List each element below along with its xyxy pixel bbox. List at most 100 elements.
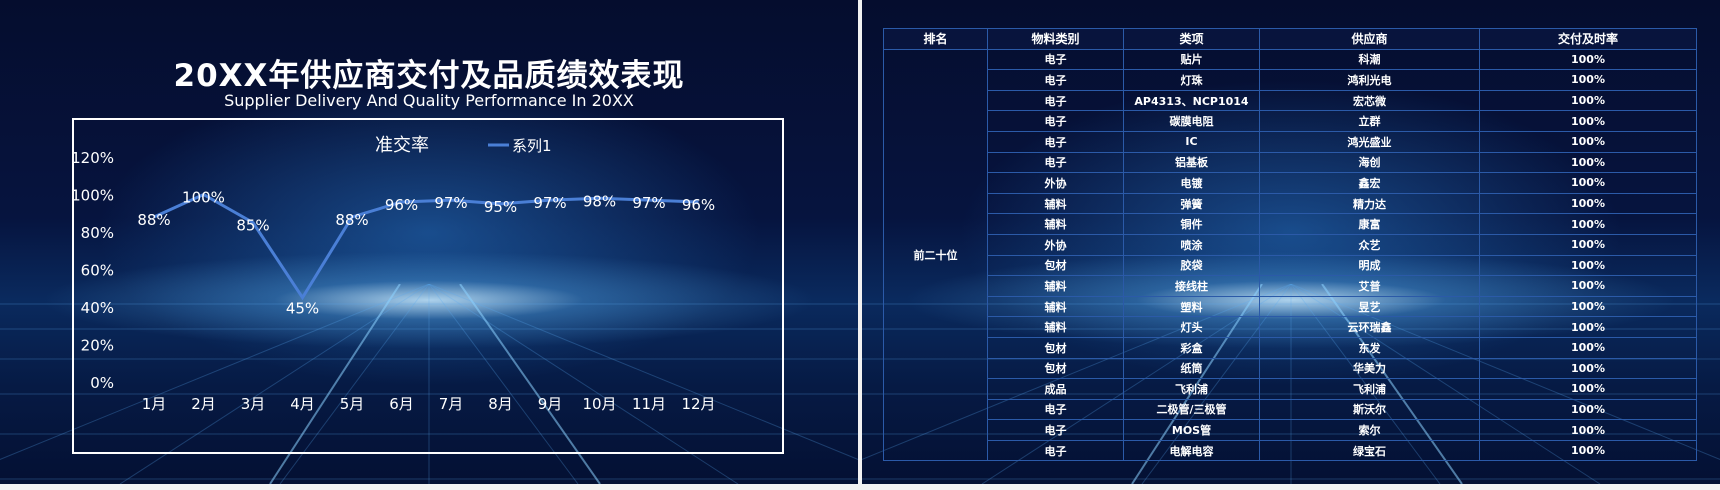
- table-row: 前二十位 电子 贴片 科潮 100%: [883, 48, 1697, 462]
- legend-series-label: 系列1: [512, 137, 552, 155]
- ontime-rate-cell: 100%: [1479, 192, 1697, 215]
- table-row: 外协 电镀 鑫宏 100%: [884, 172, 1697, 194]
- supplier-cell: 明成: [1259, 254, 1480, 277]
- header-material-category: 物料类别: [987, 28, 1124, 50]
- item-cell: 碳膜电阻: [1123, 110, 1260, 132]
- data-label: 98%: [583, 192, 616, 210]
- item-cell: 纸筒: [1123, 357, 1260, 380]
- ontime-rate-cell: 100%: [1479, 110, 1697, 132]
- ontime-rate-cell: 100%: [1479, 275, 1697, 297]
- data-label: 96%: [385, 196, 418, 214]
- table-row: 包材 纸筒 华美力 100%: [884, 357, 1697, 380]
- data-label: 97%: [434, 194, 467, 212]
- data-label: 88%: [335, 211, 368, 229]
- table-row: 辅料 塑料 昱艺 100%: [884, 295, 1697, 318]
- material-category-cell: 辅料: [987, 295, 1124, 318]
- header-supplier: 供应商: [1259, 28, 1480, 50]
- material-category-cell: 电子: [987, 69, 1124, 91]
- ontime-rate-cell: 100%: [1479, 213, 1697, 235]
- ontime-rate-cell: 100%: [1479, 130, 1697, 153]
- rank-group-cell: 前二十位: [883, 48, 988, 462]
- supplier-cell: 斯沃尔: [1259, 398, 1480, 421]
- table-row: 电子 AP4313、NCP1014 宏芯微 100%: [884, 89, 1697, 112]
- x-tick-label: 2月: [191, 395, 216, 413]
- ontime-rate-cell: 100%: [1479, 48, 1697, 71]
- table-row: 电子 碳膜电阻 立群 100%: [884, 110, 1697, 132]
- item-cell: 二极管/三极管: [1123, 398, 1260, 421]
- supplier-cell: 海创: [1259, 151, 1480, 174]
- item-cell: 铝基板: [1123, 151, 1260, 174]
- ontime-rate-cell: 100%: [1479, 69, 1697, 91]
- data-label: 97%: [533, 194, 566, 212]
- table-row: 电子 铝基板 海创 100%: [884, 151, 1697, 174]
- material-category-cell: 包材: [987, 357, 1124, 380]
- supplier-cell: 鸿利光电: [1259, 69, 1480, 91]
- supplier-cell: 绿宝石: [1259, 439, 1480, 462]
- data-label: 96%: [682, 196, 715, 214]
- supplier-cell: 康富: [1259, 213, 1480, 235]
- supplier-cell: 华美力: [1259, 357, 1480, 380]
- y-tick-label: 120%: [74, 149, 114, 167]
- table-row: 电子 IC 鸿光盛业 100%: [884, 130, 1697, 153]
- ontime-rate-cell: 100%: [1479, 378, 1697, 400]
- x-tick-label: 6月: [389, 395, 414, 413]
- supplier-cell: 鸿光盛业: [1259, 130, 1480, 153]
- x-tick-label: 7月: [439, 395, 464, 413]
- x-tick-label: 4月: [290, 395, 315, 413]
- page-subtitle: Supplier Delivery And Quality Performanc…: [224, 91, 634, 110]
- item-cell: 电解电容: [1123, 439, 1260, 462]
- item-cell: 塑料: [1123, 295, 1260, 318]
- material-category-cell: 电子: [987, 398, 1124, 421]
- chart-title: 准交率: [375, 135, 429, 156]
- y-tick-label: 20%: [81, 337, 114, 355]
- data-label: 97%: [632, 194, 665, 212]
- left-slide: 20XX年供应商交付及品质绩效表现 Supplier Delivery And …: [0, 0, 858, 484]
- supplier-ranking-table: 排名 物料类别 类项 供应商 交付及时率 前二十位 电子 贴片 科潮 100% 电子 灯珠鸿…: [883, 28, 1697, 462]
- supplier-cell: 飞利浦: [1259, 378, 1480, 400]
- item-cell: 喷涂: [1123, 233, 1260, 256]
- table-row: 包材 彩盒 东发 100%: [884, 336, 1697, 359]
- material-category-cell: 包材: [987, 336, 1124, 359]
- table-row: 电子 电解电容 绿宝石 100%: [884, 439, 1697, 462]
- ontime-rate-cell: 100%: [1479, 419, 1697, 441]
- ontime-rate-cell: 100%: [1479, 357, 1697, 380]
- ontime-rate-cell: 100%: [1479, 398, 1697, 421]
- header-rank: 排名: [883, 28, 988, 50]
- supplier-cell: 宏芯微: [1259, 89, 1480, 112]
- supplier-cell: 昱艺: [1259, 295, 1480, 318]
- ontime-rate-cell: 100%: [1479, 336, 1697, 359]
- x-tick-label: 11月: [632, 395, 666, 413]
- ontime-rate-cell: 100%: [1479, 439, 1697, 462]
- data-label: 45%: [286, 300, 319, 318]
- table-row: 包材 胶袋 明成 100%: [884, 254, 1697, 277]
- header-item: 类项: [1123, 28, 1260, 50]
- table-row: 辅料 弹簧 精力达 100%: [884, 192, 1697, 215]
- series-line: [153, 192, 699, 301]
- x-tick-label: 12月: [681, 395, 715, 413]
- x-tick-label: 8月: [488, 395, 513, 413]
- data-labels: 88% 100% 85% 45% 88% 96% 97% 95% 97% 98% 97% 96%: [137, 189, 715, 318]
- material-category-cell: 电子: [987, 89, 1124, 112]
- table-row: 外协 喷涂 众艺 100%: [884, 233, 1697, 256]
- table-row: 电子 MOS管 索尔 100%: [884, 419, 1697, 441]
- table-row: 辅料 铜件 康富 100%: [884, 213, 1697, 235]
- chart-frame: 准交率 系列1 0% 20% 40% 60% 80% 100% 120% 1月 2月 3月 4月 5…: [72, 118, 784, 454]
- data-label: 95%: [484, 198, 517, 216]
- material-category-cell: 辅料: [987, 316, 1124, 338]
- material-category-cell: 电子: [987, 151, 1124, 174]
- material-category-cell: 外协: [987, 233, 1124, 256]
- supplier-cell: 众艺: [1259, 233, 1480, 256]
- ontime-rate-cell: 100%: [1479, 151, 1697, 174]
- item-cell: MOS管: [1123, 419, 1260, 441]
- item-cell: 弹簧: [1123, 192, 1260, 215]
- ontime-rate-cell: 100%: [1479, 172, 1697, 194]
- y-tick-label: 60%: [81, 262, 114, 280]
- ontime-rate-cell: 100%: [1479, 316, 1697, 338]
- item-cell: IC: [1123, 130, 1260, 153]
- x-axis: 1月 2月 3月 4月 5月 6月 7月 8月 9月 10月 11月 12月: [142, 395, 716, 413]
- x-tick-label: 9月: [538, 395, 563, 413]
- item-cell: AP4313、NCP1014: [1123, 89, 1260, 112]
- material-category-cell: 辅料: [987, 192, 1124, 215]
- item-cell: 胶袋: [1123, 254, 1260, 277]
- item-cell: 彩盒: [1123, 336, 1260, 359]
